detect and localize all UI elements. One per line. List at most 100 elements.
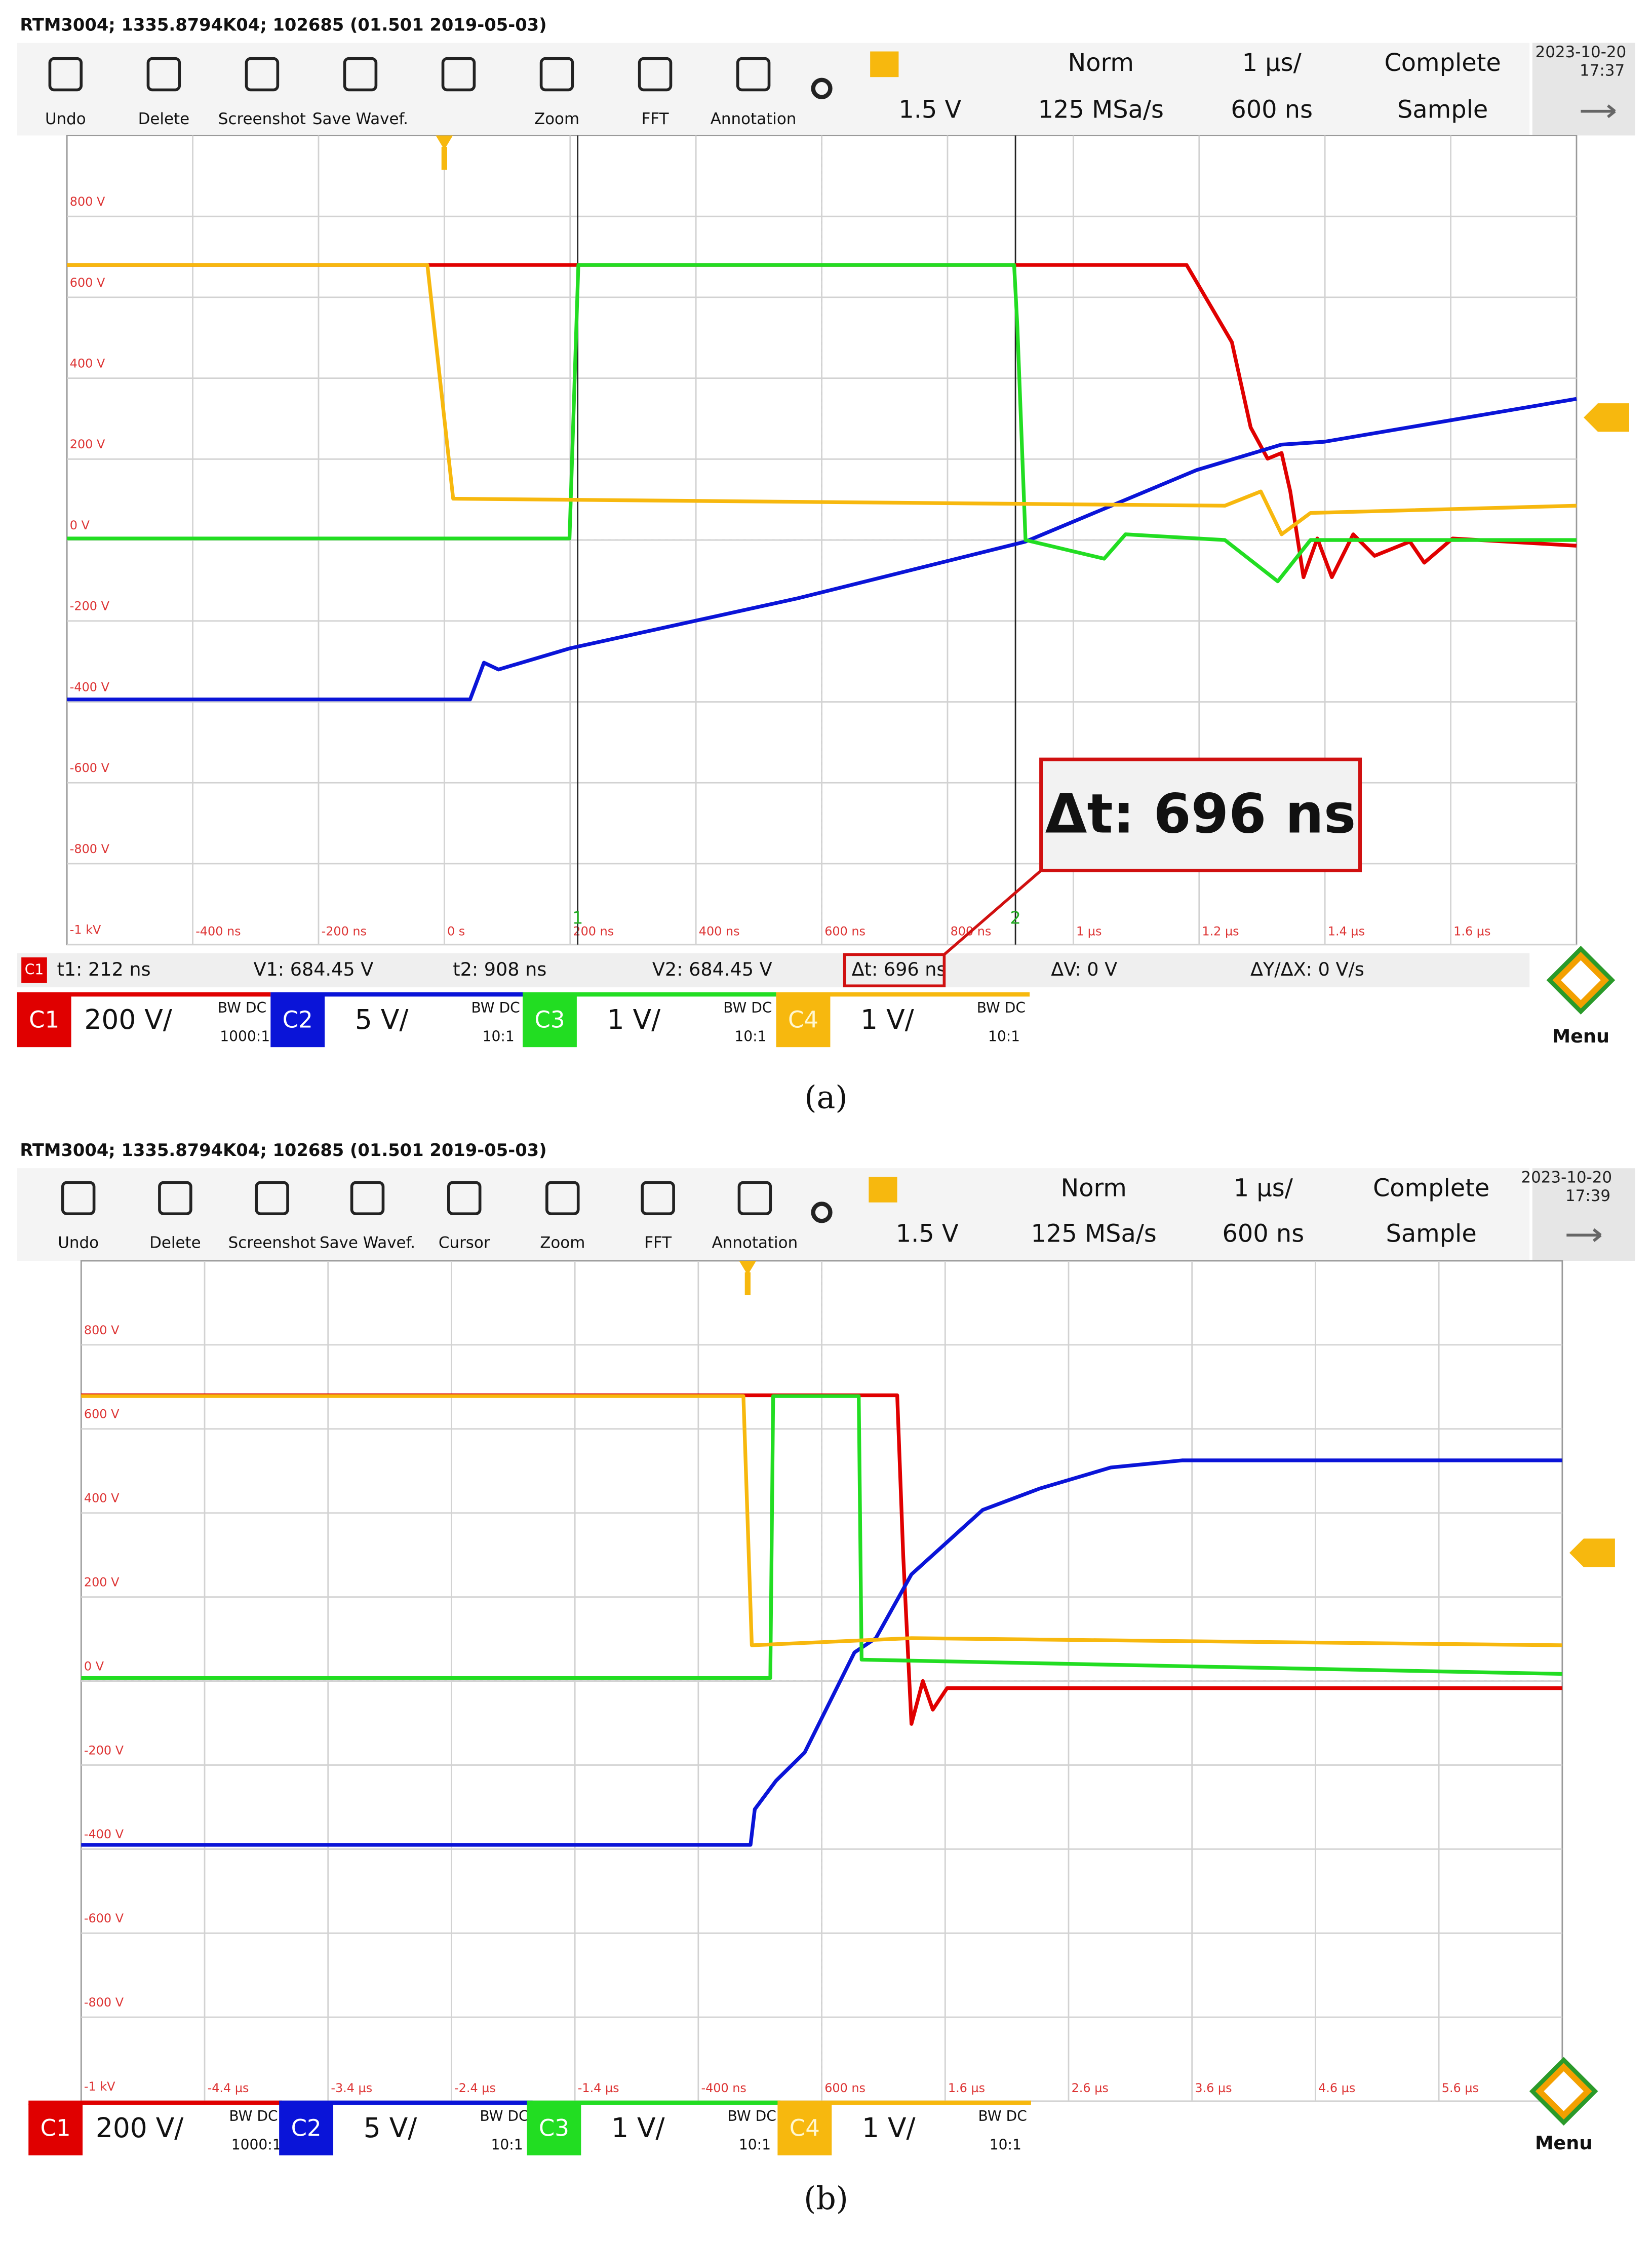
y-tick-label: 200 V bbox=[84, 1575, 120, 1590]
toolbar-label: Screenshot bbox=[228, 1234, 316, 1252]
x-tick-label: -2.4 µs bbox=[454, 2081, 496, 2095]
trigger-level: 1.5 V bbox=[896, 1220, 959, 1248]
channel-name: C1 bbox=[41, 2114, 71, 2141]
toolbar-icon bbox=[545, 1181, 580, 1216]
y-tick-label: -400 V bbox=[84, 1827, 124, 1841]
toolbar-icon bbox=[343, 57, 378, 92]
channel-bandwidth: BW DC bbox=[218, 999, 266, 1016]
channel-name: C4 bbox=[788, 1007, 818, 1033]
cursor-readout-bar bbox=[17, 953, 1530, 988]
waveform bbox=[67, 263, 1577, 536]
y-tick-label: 800 V bbox=[84, 1323, 120, 1337]
cursor-readout: V2: 684.45 V bbox=[652, 958, 772, 980]
callout-box bbox=[1039, 757, 1362, 872]
trigger-timebase: 1 µs/ bbox=[1242, 49, 1302, 77]
waveform bbox=[81, 1393, 1562, 1726]
channel-badge bbox=[28, 2104, 83, 2155]
trigger-sample-rate: 125 MSa/s bbox=[1038, 96, 1164, 124]
x-tick-label: -400 ns bbox=[195, 924, 241, 938]
y-tick-label: -200 V bbox=[84, 1743, 124, 1757]
channel-badge bbox=[17, 995, 71, 1048]
readout-channel-label: C1 bbox=[25, 961, 44, 978]
toolbar-label: Undo bbox=[58, 1234, 99, 1252]
toolbar-label: Annotation bbox=[711, 110, 797, 128]
x-tick-label: 4.6 µs bbox=[1318, 2081, 1355, 2095]
toolbar-icon bbox=[539, 57, 574, 92]
date: 2023-10-20 bbox=[1521, 1168, 1612, 1186]
date-panel bbox=[1532, 43, 1635, 136]
x-tick-label: -4.4 µs bbox=[208, 2081, 249, 2095]
x-tick-label: 600 ns bbox=[824, 924, 866, 938]
x-tick-label: -3.4 µs bbox=[331, 2081, 372, 2095]
cursor-readout: ΔY/ΔX: 0 V/s bbox=[1250, 958, 1364, 980]
y-tick-label: -1 kV bbox=[84, 2079, 115, 2094]
trigger-acquisition: Complete bbox=[1384, 49, 1501, 77]
channel-scale: 200 V/ bbox=[84, 1003, 172, 1035]
toolbar-label: Delete bbox=[138, 110, 190, 128]
toolbar-label: Delete bbox=[149, 1234, 201, 1252]
settings-icon bbox=[811, 1202, 833, 1223]
x-tick-label: 200 ns bbox=[573, 924, 614, 938]
y-tick-label: 600 V bbox=[70, 276, 105, 290]
y-tick-label: -800 V bbox=[70, 842, 110, 856]
x-tick-label: 600 ns bbox=[824, 2081, 866, 2095]
y-tick-label: 0 V bbox=[84, 1659, 104, 1673]
channel-name: C1 bbox=[29, 1007, 59, 1033]
trigger-timebase: 1 µs/ bbox=[1234, 1174, 1293, 1202]
channel-badge bbox=[270, 995, 325, 1048]
channel-name: C2 bbox=[283, 1007, 313, 1033]
toolbar-icon bbox=[638, 57, 673, 92]
channel-scale: 1 V/ bbox=[607, 1003, 660, 1035]
cursor-readout: t2: 908 ns bbox=[453, 958, 546, 980]
cursor-readout: Δt: 696 ns bbox=[852, 958, 947, 980]
channel-probe: 10:1 bbox=[988, 1028, 1020, 1045]
y-tick-label: -600 V bbox=[84, 1911, 124, 1925]
toolbar-icon bbox=[736, 57, 771, 92]
trigger-decimation: Sample bbox=[1397, 96, 1488, 124]
y-tick-label: 0 V bbox=[70, 518, 90, 532]
cursor-readout: ΔV: 0 V bbox=[1051, 958, 1117, 980]
channel-bandwidth: BW DC bbox=[977, 999, 1026, 1016]
channel-badge bbox=[523, 995, 577, 1048]
y-tick-label: 200 V bbox=[70, 437, 105, 451]
waveform bbox=[67, 263, 1577, 579]
x-tick-label: 2.6 µs bbox=[1072, 2081, 1109, 2095]
toolbar-label: Cursor bbox=[439, 1234, 490, 1252]
channel-probe: 10:1 bbox=[734, 1028, 766, 1045]
logo bbox=[1561, 960, 1601, 1000]
time: 17:39 bbox=[1565, 1187, 1610, 1205]
callout-leader bbox=[943, 869, 1042, 956]
channel-probe: 10:1 bbox=[739, 2136, 771, 2153]
toolbar-icon bbox=[158, 1181, 192, 1216]
date-panel bbox=[1532, 1168, 1635, 1261]
toolbar-icon bbox=[441, 57, 476, 92]
toolbar-icon bbox=[350, 1181, 385, 1216]
trigger-position: 600 ns bbox=[1231, 96, 1313, 124]
trigger-position: 600 ns bbox=[1222, 1220, 1304, 1248]
y-tick-label: 800 V bbox=[70, 195, 105, 209]
channel-name: C4 bbox=[790, 2114, 820, 2141]
menu-button: Menu bbox=[1535, 2132, 1592, 2154]
x-tick-label: -400 ns bbox=[701, 2081, 746, 2095]
channel-name: C2 bbox=[291, 2114, 322, 2141]
x-tick-label: 400 ns bbox=[699, 924, 740, 938]
x-tick-label: 1.4 µs bbox=[1328, 924, 1365, 938]
waveform bbox=[67, 397, 1577, 702]
channel-bandwidth: BW DC bbox=[480, 2108, 528, 2124]
waveform bbox=[67, 263, 1577, 584]
channel-name: C3 bbox=[539, 2114, 569, 2141]
trigger-decimation: Sample bbox=[1386, 1220, 1477, 1248]
trigger-level: 1.5 V bbox=[898, 96, 961, 124]
channel-scale: 200 V/ bbox=[96, 2112, 183, 2144]
toolbar-icon bbox=[146, 57, 181, 92]
toolbar-label: FFT bbox=[642, 110, 669, 128]
channel-bandwidth: BW DC bbox=[728, 2108, 776, 2124]
x-tick-label: 3.6 µs bbox=[1195, 2081, 1232, 2095]
channel-scale: 1 V/ bbox=[860, 1003, 914, 1035]
cursor-readout: V1: 684.45 V bbox=[254, 958, 374, 980]
readout-channel-badge bbox=[21, 957, 47, 983]
y-tick-label: -1 kV bbox=[70, 923, 101, 937]
date: 2023-10-20 bbox=[1536, 43, 1627, 61]
y-tick-label: -400 V bbox=[70, 680, 110, 694]
